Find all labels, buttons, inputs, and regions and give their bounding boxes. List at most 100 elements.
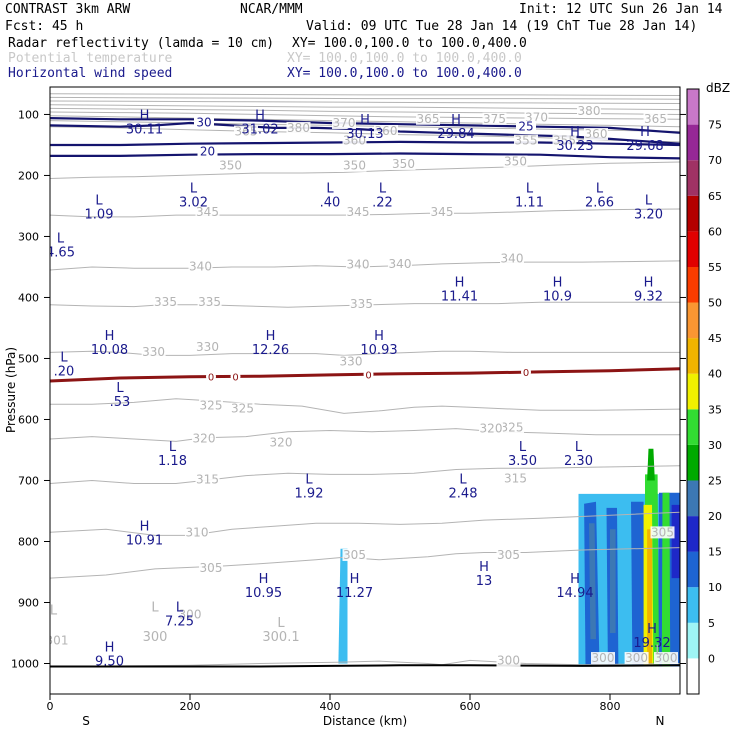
extremum-marker: L <box>519 440 527 455</box>
theta-extremum-marker: L <box>151 601 159 616</box>
extremum-marker: H <box>266 329 276 344</box>
model-title: CONTRAST 3km ARW <box>5 2 130 17</box>
reflectivity-cell <box>671 504 680 579</box>
theta-label-bg <box>514 134 538 147</box>
theta-contour-label: 320 <box>193 431 216 445</box>
colorbar-tick-label: 40 <box>708 368 722 381</box>
extremum-marker: L <box>116 381 124 396</box>
theta-contour-350 <box>50 161 680 179</box>
theta-contour-375 <box>50 107 680 115</box>
theta-label-bg <box>650 526 675 539</box>
extremum-value: 11.41 <box>441 289 478 304</box>
colorbar-unit: dBZ <box>706 81 730 95</box>
extremum-marker: L <box>57 232 65 247</box>
extremum-marker: H <box>570 125 580 140</box>
extremum-value: 1.11 <box>515 196 544 211</box>
extremum-value: 10.93 <box>360 343 397 358</box>
theta-contour-label: 355 <box>553 134 576 148</box>
zero-label: 0 <box>208 373 214 384</box>
theta-contour-label: 345 <box>347 205 370 219</box>
theta-contour-label: 305 <box>651 525 674 539</box>
x-tick-label: 800 <box>600 700 621 713</box>
extremum-marker: H <box>105 640 115 655</box>
theta-label-bg <box>496 654 521 667</box>
field-3-xy: XY= 100.0,100.0 to 100.0,400.0 <box>287 66 522 81</box>
field-2-label: Potential temperature <box>8 51 173 66</box>
extremum-marker: H <box>479 560 489 575</box>
theta-contour-label: 365 <box>235 125 258 139</box>
theta-label-bg <box>141 345 166 358</box>
field-3-label: Horizontal wind speed <box>8 66 172 81</box>
colorbar-tick-label: 65 <box>708 190 722 203</box>
theta-contour-label: 300 <box>655 651 678 665</box>
theta-label-bg <box>286 121 311 134</box>
theta-label-bg <box>346 206 370 219</box>
theta-contour-label: 335 <box>198 295 221 309</box>
theta-contour-395 <box>50 93 680 96</box>
theta-contour-345 <box>50 208 680 218</box>
theta-contour-label: 380 <box>578 104 601 118</box>
x-end-label-south: S <box>82 714 90 728</box>
theta-label-bg <box>185 526 209 539</box>
extremum-marker: H <box>647 622 657 637</box>
theta-extremum-marker: L <box>277 616 285 631</box>
theta-label-bg <box>479 422 503 435</box>
field-1-label: Radar reflectivity (lamda = 10 cm) <box>8 36 274 51</box>
theta-label-bg <box>269 436 293 449</box>
theta-contour-label: 350 <box>343 159 366 173</box>
extremum-marker: L <box>596 182 604 197</box>
theta-contour-315 <box>50 465 680 484</box>
theta-contour-label: 330 <box>196 340 219 354</box>
theta-label-bg <box>591 652 615 665</box>
extremum-marker: L <box>176 601 184 616</box>
theta-contour-label: 305 <box>497 548 520 562</box>
extremum-value: 30.13 <box>346 127 383 142</box>
theta-contour-label: 300 <box>497 653 520 667</box>
theta-contour-label: 335 <box>350 297 373 311</box>
theta-contour-label: 315 <box>196 472 219 486</box>
theta-contour-layer <box>50 93 680 667</box>
theta-label-bg <box>50 634 69 647</box>
reflectivity-cell <box>631 501 645 667</box>
colorbar-tick-label: 25 <box>708 474 722 487</box>
extremum-marker: L <box>379 182 387 197</box>
colorbar-swatch <box>687 444 699 481</box>
theta-label-bg <box>577 104 601 117</box>
colorbar-swatch <box>687 338 699 374</box>
y-tick-label: 500 <box>18 352 39 365</box>
reflectivity-cell <box>647 529 652 667</box>
theta-label-bg <box>195 206 220 219</box>
colorbar-tick-label: 35 <box>708 403 722 416</box>
theta-contour-label: 350 <box>392 157 415 171</box>
extremum-marker: H <box>640 125 650 140</box>
y-tick-label: 300 <box>18 230 39 243</box>
zero-label-bg <box>363 368 374 381</box>
terrain-line <box>50 664 680 668</box>
colorbar-swatch <box>687 516 699 552</box>
theta-label-bg <box>178 608 202 621</box>
theta-contour-label: 305 <box>200 561 223 575</box>
theta-contour-label: 301 <box>46 633 69 647</box>
theta-contour-label: 350 <box>504 154 527 168</box>
extremum-value: .20 <box>54 365 75 380</box>
theta-contour-label: 325 <box>231 402 254 416</box>
theta-contour-label: 365 <box>644 112 667 126</box>
org-title: NCAR/MMM <box>240 2 303 17</box>
colorbar-swatch <box>687 231 699 267</box>
colorbar-frame <box>686 88 700 695</box>
extremum-value: 9.50 <box>95 654 124 669</box>
colorbar-swatch <box>687 160 699 196</box>
theta-contour-label: 370 <box>333 116 356 130</box>
x-axis-label: Distance (km) <box>323 714 407 728</box>
theta-label-bg <box>388 257 412 270</box>
theta-label-bg <box>524 111 549 124</box>
y-tick-label: 900 <box>18 596 39 609</box>
extremum-value: 1.09 <box>85 208 114 223</box>
extremum-marker: H <box>259 572 269 587</box>
wind-label-bg <box>197 145 218 158</box>
theta-contour-385 <box>50 100 680 104</box>
extremum-marker: H <box>455 275 465 290</box>
colorbar-swatch <box>687 266 699 303</box>
x-end-label-north: N <box>656 714 665 728</box>
